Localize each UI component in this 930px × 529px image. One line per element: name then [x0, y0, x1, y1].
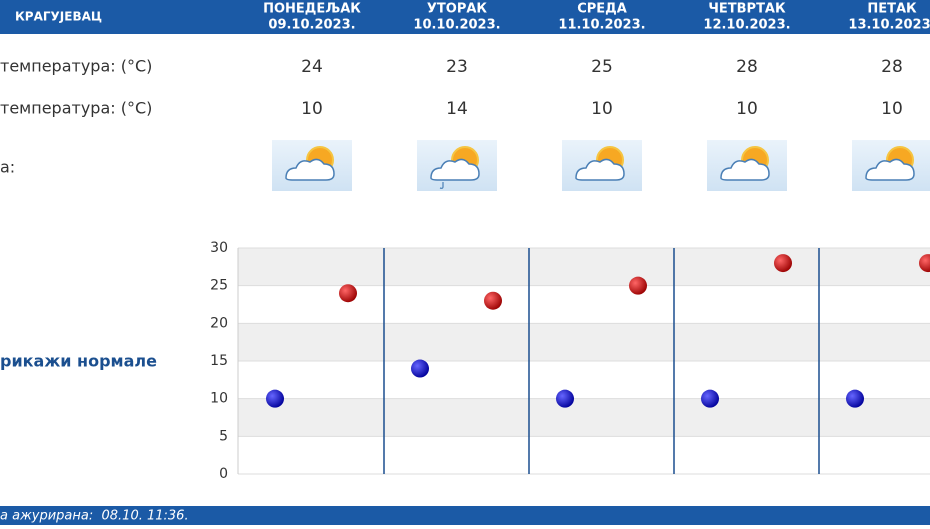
y-tick-label: 20: [210, 315, 228, 331]
day-name: ПОНЕДЕЉАК: [263, 2, 361, 17]
min-point: [266, 389, 284, 408]
y-tick-label: 5: [219, 428, 228, 444]
max-point: [629, 276, 647, 295]
cloud: [430, 158, 480, 181]
max-point: [339, 284, 357, 303]
weather-icon: [417, 140, 497, 191]
day-name: СРЕДА: [577, 2, 627, 17]
rain-drop: [439, 182, 444, 189]
day-date: 09.10.2023.: [268, 18, 355, 33]
grid-band: [238, 398, 930, 437]
min-temp: 10: [591, 99, 613, 119]
y-tick-label: 0: [219, 466, 228, 482]
min-point: [846, 389, 864, 408]
day-name: УТОРАК: [427, 2, 488, 17]
y-tick-label: 25: [210, 278, 228, 294]
cloud: [575, 158, 625, 181]
max-temp: 24: [301, 57, 323, 77]
day-date: 12.10.2023.: [703, 18, 790, 33]
max-point: [774, 254, 792, 273]
footer-bar: [0, 506, 930, 525]
grid-band: [238, 248, 930, 286]
max-point: [484, 291, 502, 310]
weather-icon: [562, 140, 642, 191]
cloud: [865, 158, 915, 181]
min-temp: 10: [301, 99, 323, 119]
weather-icon: [852, 140, 930, 191]
min-temp: 10: [736, 99, 758, 119]
max-temp: 25: [591, 57, 613, 77]
footer: а ажурирана: 08.10. 11:36.: [0, 509, 189, 524]
cloud: [285, 158, 335, 181]
weather-icon: [707, 140, 787, 191]
y-tick-label: 30: [210, 240, 228, 256]
max-temp: 28: [881, 57, 903, 77]
weather-icon: [272, 140, 352, 191]
city: КРАГУЈЕВАЦ: [15, 10, 102, 24]
normals-link[interactable]: рикажи нормале: [0, 352, 157, 371]
row-label: а:: [0, 158, 15, 177]
row-label: температура: (°C): [0, 99, 152, 118]
header-bar: [0, 0, 930, 34]
max-temp: 23: [446, 57, 468, 77]
day-date: 13.10.2023.: [848, 18, 930, 33]
min-temp: 10: [881, 99, 903, 119]
y-tick-label: 15: [210, 353, 228, 369]
day-date: 10.10.2023.: [413, 18, 500, 33]
row-label: температура: (°C): [0, 57, 152, 76]
grid-band: [238, 323, 930, 361]
day-name: ЧЕТВРТАК: [708, 2, 786, 17]
y-tick-label: 10: [210, 391, 228, 407]
min-temp: 14: [446, 99, 468, 119]
min-point: [411, 359, 429, 378]
day-date: 11.10.2023.: [558, 18, 645, 33]
max-point: [919, 254, 930, 273]
day-name: ПЕТАК: [867, 2, 917, 17]
max-temp: 28: [736, 57, 758, 77]
cloud: [720, 158, 770, 181]
min-point: [701, 389, 719, 408]
min-point: [556, 389, 574, 408]
